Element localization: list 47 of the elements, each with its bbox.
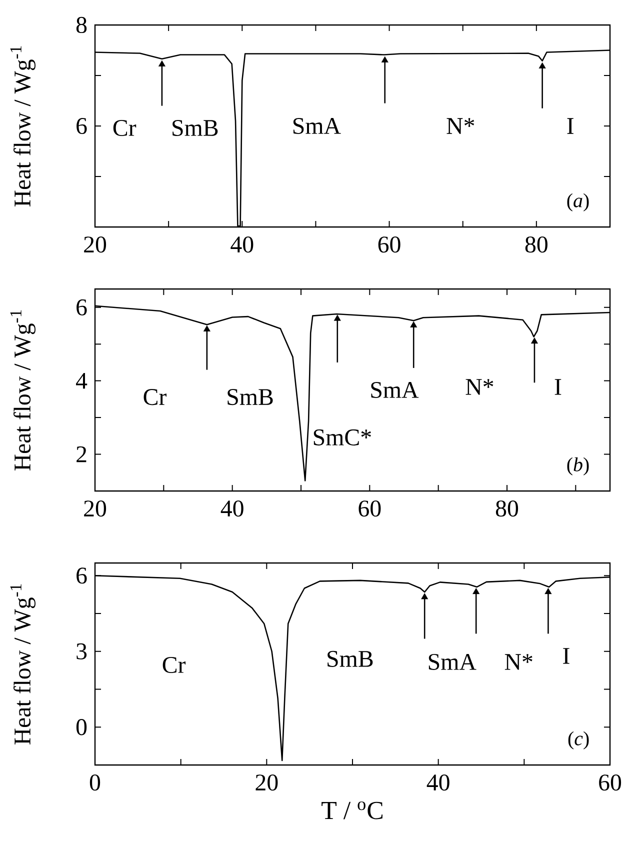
annotation: N* — [466, 379, 494, 395]
x-tick-label: 40 — [230, 236, 254, 253]
annotation: SmA — [428, 654, 476, 670]
annotation: SmC* — [314, 429, 371, 446]
x-tick-label: 40 — [220, 500, 244, 517]
y-tick-label: 4 — [76, 372, 88, 389]
point — [410, 321, 418, 328]
x-tick-label: 80 — [496, 500, 518, 517]
annotation: N* — [504, 654, 532, 670]
annotation: SmB — [172, 120, 218, 136]
y-tick-label: 6 — [76, 299, 87, 316]
annotation: (a) — [567, 193, 589, 212]
annotation: SmB — [328, 650, 373, 667]
annotation: SmA — [371, 382, 419, 398]
x-tick-label: 20 — [256, 774, 278, 791]
point — [334, 314, 341, 321]
annotation: N* — [446, 118, 474, 134]
y-tick-label: 6 — [76, 118, 87, 134]
y-tick-label: 6 — [76, 568, 87, 584]
y-axis-title: Heat flow / Wg$^{-1}$ — [10, 584, 36, 745]
x-tick-label: 80 — [525, 236, 548, 253]
point — [203, 325, 210, 332]
annotation: SmB — [228, 389, 273, 406]
annotation: (b) — [567, 457, 589, 476]
annotation: Cr — [113, 120, 136, 136]
y-tick-label: 3 — [76, 643, 87, 660]
annotation: Cr — [162, 656, 186, 674]
annotation: (c) — [568, 731, 589, 750]
x-tick-label: 60 — [358, 500, 381, 517]
y-axis-title: Heat flow / Wg$^{-1}$ — [10, 310, 36, 471]
annotation: Cr — [144, 389, 166, 406]
annotation: I — [554, 379, 562, 395]
y-tick-label: 0 — [76, 719, 87, 736]
annotation: SmA — [293, 118, 341, 134]
y-tick-label: 8 — [76, 16, 87, 34]
x-tick-label: 40 — [426, 774, 450, 791]
x-tick-label: 20 — [84, 500, 106, 517]
x-axis-title: T / $^{o}$C — [322, 801, 382, 820]
y-tick-label: 2 — [76, 446, 86, 462]
annotation: I — [567, 118, 574, 134]
x-tick-label: 0 — [90, 774, 100, 791]
x-tick-label: 20 — [84, 236, 106, 253]
x-tick-label: 60 — [378, 236, 400, 253]
annotation: I — [563, 648, 570, 664]
y-axis-title: Heat flow / Wg$^{-1}$ — [10, 46, 36, 207]
x-tick-label: 60 — [599, 774, 622, 791]
point — [530, 337, 538, 344]
